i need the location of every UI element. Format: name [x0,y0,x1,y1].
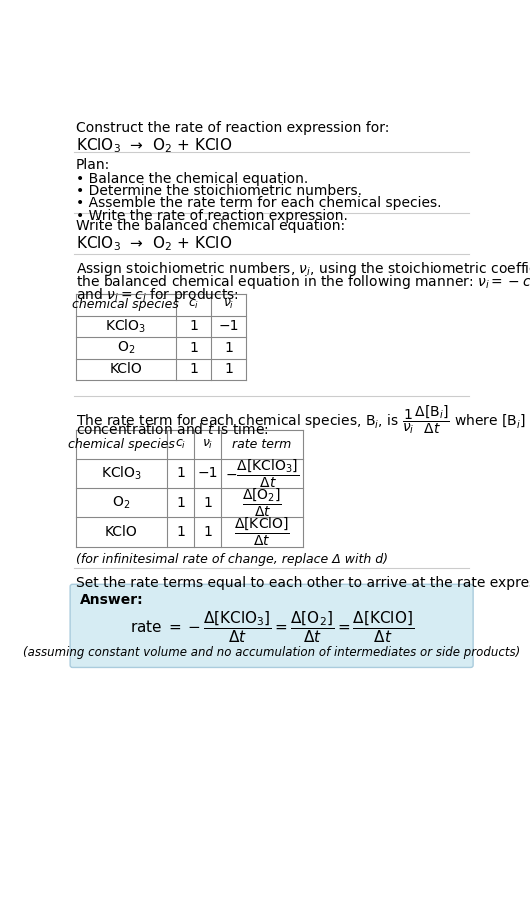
Text: O$_2$: O$_2$ [117,339,135,356]
Text: • Balance the chemical equation.: • Balance the chemical equation. [76,172,308,186]
Text: chemical species: chemical species [73,298,179,311]
Text: concentration and $t$ is time:: concentration and $t$ is time: [76,422,268,437]
Text: (assuming constant volume and no accumulation of intermediates or side products): (assuming constant volume and no accumul… [23,646,520,660]
FancyBboxPatch shape [70,584,473,667]
Text: chemical species: chemical species [68,438,175,450]
Text: rate term: rate term [232,438,292,450]
Text: rate $= -\dfrac{\Delta[\mathrm{KClO_3}]}{\Delta t} = \dfrac{\Delta[\mathrm{O_2}]: rate $= -\dfrac{\Delta[\mathrm{KClO_3}]}… [129,609,414,644]
Text: $\dfrac{\Delta[\mathrm{KClO}]}{\Delta t}$: $\dfrac{\Delta[\mathrm{KClO}]}{\Delta t}… [234,516,290,548]
Text: (for infinitesimal rate of change, replace Δ with d): (for infinitesimal rate of change, repla… [76,552,387,566]
Text: • Determine the stoichiometric numbers.: • Determine the stoichiometric numbers. [76,184,361,197]
Text: • Assemble the rate term for each chemical species.: • Assemble the rate term for each chemic… [76,197,441,210]
Text: Write the balanced chemical equation:: Write the balanced chemical equation: [76,219,344,233]
Text: 1: 1 [189,362,198,377]
Text: the balanced chemical equation in the following manner: $\nu_i = -c_i$ for react: the balanced chemical equation in the fo… [76,273,530,291]
Text: KClO$_3$  →  O$_2$ + KClO: KClO$_3$ → O$_2$ + KClO [76,235,232,253]
Text: 1: 1 [203,496,212,510]
Text: The rate term for each chemical species, B$_i$, is $\dfrac{1}{\nu_i}\dfrac{\Delt: The rate term for each chemical species,… [76,403,530,436]
Text: $\nu_i$: $\nu_i$ [202,438,214,450]
Text: KClO: KClO [105,525,138,539]
Text: 1: 1 [203,525,212,539]
Text: Construct the rate of reaction expression for:: Construct the rate of reaction expressio… [76,121,389,135]
Text: $c_i$: $c_i$ [175,438,186,450]
Text: Set the rate terms equal to each other to arrive at the rate expression:: Set the rate terms equal to each other t… [76,576,530,590]
Text: • Write the rate of reaction expression.: • Write the rate of reaction expression. [76,208,348,223]
Text: KClO$_3$: KClO$_3$ [101,465,142,482]
Text: KClO$_3$: KClO$_3$ [105,318,146,335]
Text: 1: 1 [176,467,185,480]
Text: $-\dfrac{\Delta[\mathrm{KClO_3}]}{\Delta t}$: $-\dfrac{\Delta[\mathrm{KClO_3}]}{\Delta… [225,457,299,490]
Text: $\nu_i$: $\nu_i$ [223,298,234,311]
Text: 1: 1 [224,362,233,377]
Text: 1: 1 [224,341,233,355]
Text: $c_i$: $c_i$ [188,298,199,311]
Text: 1: 1 [189,319,198,333]
Text: Plan:: Plan: [76,158,110,173]
Text: −1: −1 [198,467,218,480]
Text: 1: 1 [176,525,185,539]
Text: $\dfrac{\Delta[\mathrm{O_2}]}{\Delta t}$: $\dfrac{\Delta[\mathrm{O_2}]}{\Delta t}$ [242,487,282,519]
Text: and $\nu_i = c_i$ for products:: and $\nu_i = c_i$ for products: [76,287,239,304]
Text: 1: 1 [176,496,185,510]
Text: KClO$_3$  →  O$_2$ + KClO: KClO$_3$ → O$_2$ + KClO [76,136,232,155]
Text: Answer:: Answer: [80,592,144,607]
Text: O$_2$: O$_2$ [112,494,130,511]
Text: Assign stoichiometric numbers, $\nu_i$, using the stoichiometric coefficients, $: Assign stoichiometric numbers, $\nu_i$, … [76,260,530,278]
Text: −1: −1 [218,319,239,333]
Text: KClO: KClO [110,362,142,377]
Text: 1: 1 [189,341,198,355]
